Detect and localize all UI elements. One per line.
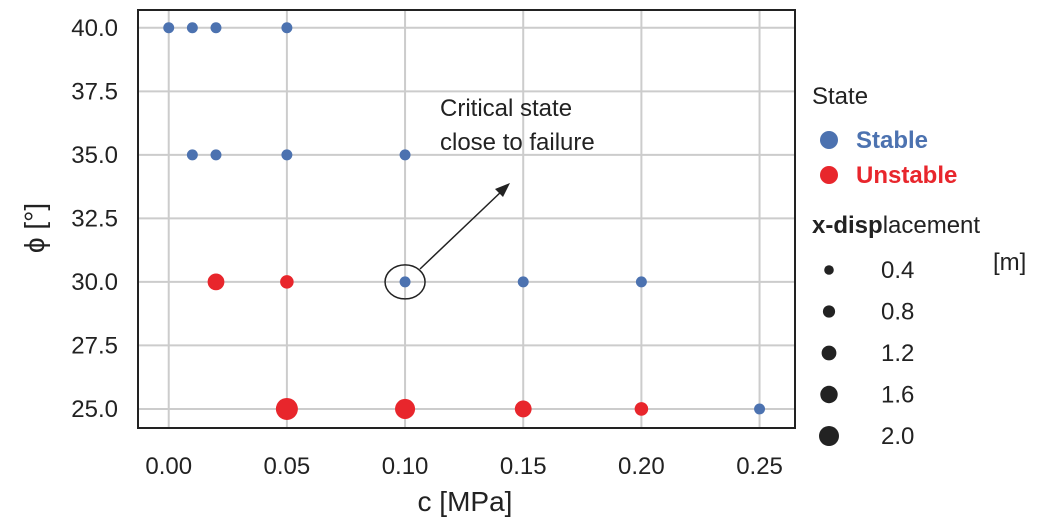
legend-size-marker [821,345,837,361]
x-axis-label: c [MPa] [418,486,513,517]
x-tick-label: 0.15 [500,453,547,480]
legend-size-marker [819,426,839,446]
y-tick-label: 32.5 [71,205,118,232]
point-unstable [275,397,298,420]
y-tick-label: 37.5 [71,78,118,105]
y-tick-label: 25.0 [71,396,118,423]
legend-size-label: 2.0 [881,423,914,450]
annotation-arrowhead [495,183,510,197]
point-stable [163,22,175,34]
x-tick-label: 0.10 [382,453,429,480]
plot-frame [137,9,796,429]
x-tick-label: 0.05 [264,453,311,480]
point-stable [186,22,198,34]
point-unstable [634,402,649,416]
point-stable [281,149,293,161]
legend-size-marker [820,385,838,404]
y-tick-labels: 25.0 27.5 30.0 32.5 35.0 37.5 40.0 [71,15,118,423]
point-unstable [280,275,294,289]
legend-size-label: 1.6 [881,382,914,409]
point-stable [281,22,293,34]
y-tick-label: 27.5 [71,332,118,359]
legend-stable-label: Stable [856,127,928,154]
legend-size-marker [822,305,836,318]
point-stable [210,22,222,34]
legend-size-entries: 0.4 0.8 1.2 1.6 2.0 [819,257,914,450]
x-tick-label: 0.25 [736,453,783,480]
point-stable [517,276,529,288]
point-stable [210,149,222,161]
point-unstable [395,398,416,419]
legend-unstable-label: Unstable [856,162,957,189]
y-tick-label: 40.0 [71,15,118,42]
point-stable [399,276,411,288]
annotation-circle [384,264,426,300]
point-stable [635,276,647,288]
annotation-line-2: close to failure [440,129,595,156]
legend-unstable-marker [820,166,838,184]
point-unstable [207,273,225,291]
point-stable [754,403,766,415]
annotation: Critical state close to failure [384,95,595,300]
point-unstable [514,400,532,418]
legend-size-marker [824,265,834,275]
legend-size-label: 1.2 [881,340,914,367]
x-tick-label: 0.00 [145,453,192,480]
legend-state-title: State [812,83,868,110]
legend-size-unit: [m] [993,249,1026,276]
x-tick-label: 0.20 [618,453,665,480]
point-stable [186,149,198,161]
point-stable [399,149,411,161]
legend-size-label: 0.4 [881,257,914,284]
legend-stable-marker [820,131,838,149]
legend-size-title: x-displacement [812,212,980,239]
y-tick-label: 30.0 [71,269,118,296]
y-tick-label: 35.0 [71,142,118,169]
annotation-line-1: Critical state [440,95,572,122]
y-axis-label: ϕ [°] [19,203,50,253]
legend: State Stable Unstable x-displacement [m]… [812,83,1026,450]
annotation-arrow [419,189,504,270]
x-tick-labels: 0.00 0.05 0.10 0.15 0.20 0.25 [145,453,783,480]
legend-size-label: 0.8 [881,299,914,326]
data-points [163,22,766,420]
grid-lines [138,10,795,428]
